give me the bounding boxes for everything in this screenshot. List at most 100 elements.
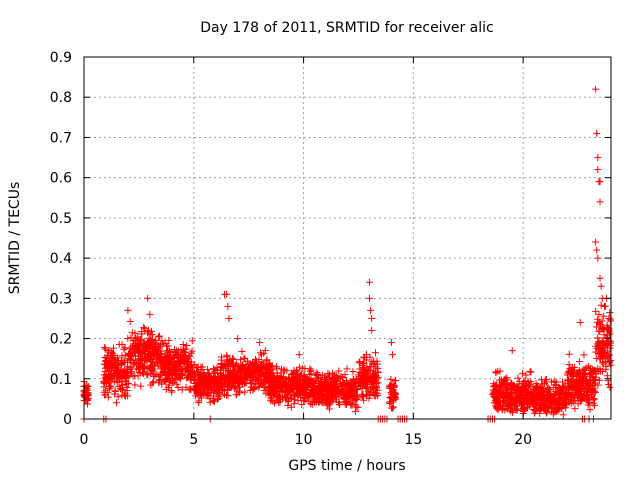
data-point: [179, 355, 187, 363]
data-point: [341, 380, 349, 388]
data-point: [83, 389, 91, 397]
data-point: [202, 390, 210, 398]
data-point: [317, 389, 325, 397]
data-point: [515, 378, 523, 386]
y-tick-label: 0.7: [50, 130, 72, 146]
data-point: [575, 358, 583, 366]
data-point: [591, 388, 599, 396]
data-point: [114, 364, 122, 372]
data-point: [197, 391, 205, 399]
data-point: [216, 373, 224, 381]
data-point: [160, 364, 168, 372]
data-point: [164, 349, 172, 357]
data-point: [309, 378, 317, 386]
data-point: [178, 386, 186, 394]
data-point: [358, 385, 366, 393]
data-point: [575, 379, 583, 387]
data-point: [356, 357, 364, 365]
data-point: [313, 374, 321, 382]
data-point: [311, 387, 319, 395]
data-point: [369, 383, 377, 391]
data-point: [364, 381, 372, 389]
data-point: [273, 364, 281, 372]
data-point: [100, 377, 108, 385]
data-point: [284, 402, 292, 410]
data-point: [296, 389, 304, 397]
data-point: [498, 406, 506, 414]
data-point: [255, 374, 263, 382]
data-point: [162, 363, 170, 371]
data-point: [255, 368, 263, 376]
data-point: [300, 394, 308, 402]
data-point: [144, 294, 152, 302]
data-point: [251, 355, 259, 363]
data-point: [249, 385, 257, 393]
data-point: [536, 409, 544, 417]
data-point: [109, 344, 117, 352]
data-point: [352, 395, 360, 403]
data-point: [332, 377, 340, 385]
data-point: [212, 381, 220, 389]
data-point: [278, 374, 286, 382]
data-point: [347, 387, 355, 395]
data-point: [102, 386, 110, 394]
chart-title: Day 178 of 2011, SRMTID for receiver ali…: [200, 20, 493, 36]
data-point: [165, 336, 173, 344]
data-point: [590, 401, 598, 409]
data-point: [390, 396, 398, 404]
data-point: [594, 154, 602, 162]
data-point: [343, 399, 351, 407]
data-point: [369, 384, 377, 392]
data-point: [120, 345, 128, 353]
data-points: [80, 85, 615, 423]
y-tick-label: 0: [63, 412, 72, 428]
data-point: [256, 339, 264, 347]
data-point: [196, 376, 204, 384]
data-point: [124, 334, 132, 342]
data-point: [519, 394, 527, 402]
data-point: [192, 371, 200, 379]
data-point: [368, 314, 376, 322]
data-point: [510, 396, 518, 404]
data-point: [363, 366, 371, 374]
data-point: [291, 373, 299, 381]
data-point: [501, 406, 509, 414]
data-point: [368, 327, 376, 335]
data-point: [585, 394, 593, 402]
data-point: [101, 361, 109, 369]
data-point: [174, 383, 182, 391]
data-point: [202, 378, 210, 386]
data-point: [369, 373, 377, 381]
data-point: [287, 403, 295, 411]
data-point: [260, 372, 268, 380]
data-point: [271, 399, 279, 407]
data-point: [373, 386, 381, 394]
data-point: [533, 384, 541, 392]
data-point: [349, 367, 357, 375]
data-point: [281, 381, 289, 389]
data-point: [139, 363, 147, 371]
data-point: [559, 400, 567, 408]
data-point: [281, 393, 289, 401]
data-point: [545, 394, 553, 402]
data-point: [339, 387, 347, 395]
data-point: [552, 388, 560, 396]
data-point: [325, 405, 333, 413]
data-point: [506, 401, 514, 409]
data-point: [551, 399, 559, 407]
data-point: [162, 371, 170, 379]
data-point: [505, 401, 513, 409]
data-point: [169, 377, 177, 385]
data-point: [577, 397, 585, 405]
data-point: [323, 375, 331, 383]
data-point: [239, 361, 247, 369]
data-point: [511, 389, 519, 397]
data-point: [175, 358, 183, 366]
data-point: [269, 390, 277, 398]
data-point: [571, 396, 579, 404]
data-point: [366, 367, 374, 375]
data-point: [126, 317, 134, 325]
data-point: [274, 374, 282, 382]
data-point: [131, 329, 139, 337]
data-point: [544, 384, 552, 392]
